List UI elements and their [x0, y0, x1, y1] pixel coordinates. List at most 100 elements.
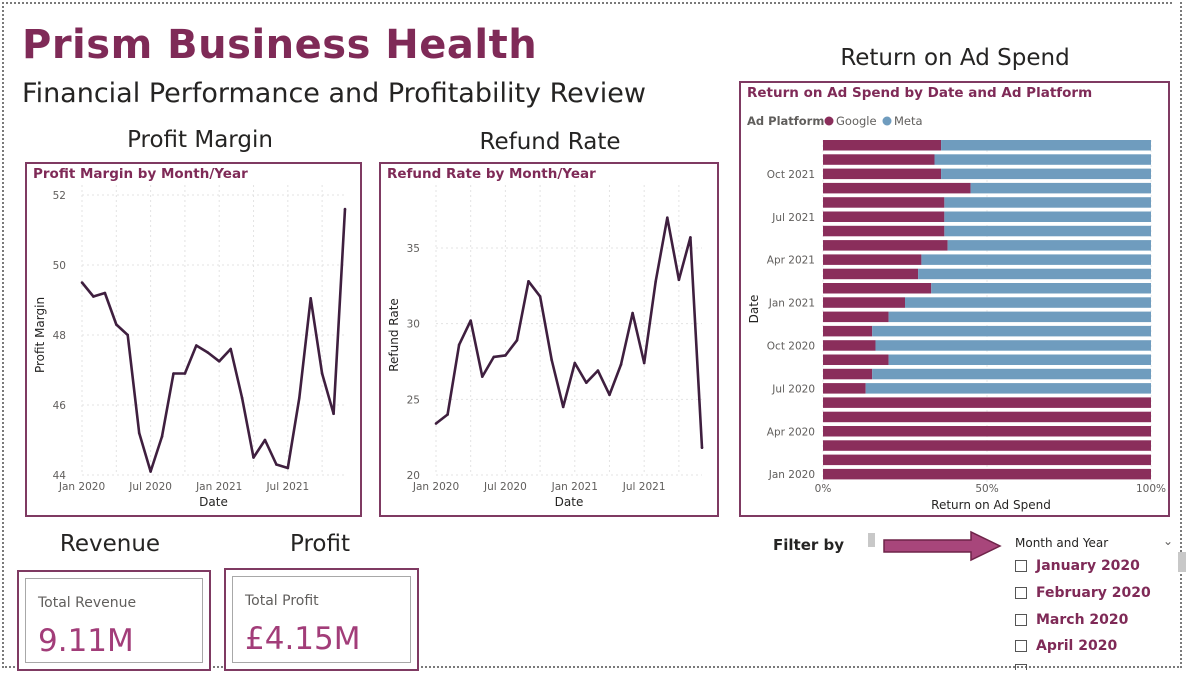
roas-bar-google: [823, 154, 935, 165]
checkbox[interactable]: [1015, 614, 1027, 626]
checkbox[interactable]: [1015, 664, 1027, 670]
pm-data-point: [183, 372, 187, 375]
slicer-item[interactable]: April 2020: [1015, 636, 1117, 656]
rr-data-point: [689, 236, 692, 239]
pm-data-point: [195, 344, 198, 347]
roas-bar-meta: [944, 225, 1151, 237]
slicer-item[interactable]: January 2020: [1015, 556, 1140, 576]
roas-bar-meta: [934, 154, 1151, 165]
profit-margin-chart[interactable]: Profit Margin by Month/Year 44 46 48 50 52 Ja…: [25, 162, 362, 517]
canvas-top-border: [2, 2, 1172, 4]
roas-bar-google: [823, 397, 1151, 408]
roas-bar-google: [823, 311, 889, 323]
revenue-card[interactable]: Total Revenue 9.11M: [17, 570, 211, 671]
roas-bar-google: [823, 383, 866, 394]
rr-series-line: [435, 216, 704, 448]
pm-data-point: [160, 435, 164, 438]
pm-y-axis-label: Profit Margin: [33, 297, 47, 373]
profit-label: Total Profit: [245, 593, 319, 609]
rr-data-point: [469, 319, 472, 322]
rr-data-point: [527, 279, 530, 283]
pm-series-line: [80, 208, 347, 473]
slicer-scrollbar[interactable]: [1178, 552, 1186, 572]
roas-y-axis-label: Date: [747, 295, 761, 324]
page-title: Prism Business Health: [22, 22, 538, 68]
rr-data-point: [608, 393, 611, 397]
filter-scroll-handle[interactable]: [868, 533, 875, 547]
roas-bar-meta: [918, 268, 1151, 280]
refund-rate-chart[interactable]: Refund Rate by Month/Year 20 25 30 35 Jan 20…: [379, 162, 719, 517]
roas-bar-google: [823, 283, 932, 294]
roas-bar-google: [823, 140, 942, 151]
roas-bar-meta: [944, 197, 1151, 208]
roas-plot: Ad Platform Google Meta Oct 2021 Jul 2021 Apr…: [747, 114, 1166, 512]
roas-bar-google: [823, 354, 889, 365]
rr-data-point: [480, 375, 484, 378]
page-subtitle: Financial Performance and Profitability …: [22, 78, 646, 109]
slicer-item[interactable]: February 2020: [1015, 583, 1151, 603]
pm-data-point: [343, 207, 347, 211]
slicer-item-label: January 2020: [1036, 558, 1140, 574]
rr-data-point: [550, 358, 553, 362]
roas-bar-google: [823, 225, 945, 237]
rr-y-tick: 20: [407, 470, 420, 482]
rr-data-point: [642, 361, 646, 365]
pm-data-point: [309, 296, 312, 300]
roas-x-tick: 0%: [815, 483, 832, 495]
roas-bar-google: [823, 168, 942, 180]
roas-chart[interactable]: Return on Ad Spend by Date and Ad Platfo…: [739, 81, 1170, 517]
roas-bar-meta: [944, 211, 1151, 222]
pm-y-tick: 44: [53, 470, 67, 482]
roas-x-axis-label: Return on Ad Spend: [931, 498, 1051, 512]
checkbox[interactable]: [1015, 587, 1027, 599]
profit-margin-heading: Profit Margin: [127, 127, 273, 153]
pm-x-axis-label: Date: [199, 495, 228, 509]
roas-y-tick: Oct 2021: [767, 169, 815, 181]
revenue-label: Total Revenue: [38, 595, 137, 611]
pm-data-point: [332, 412, 335, 416]
roas-heading: Return on Ad Spend: [840, 45, 1070, 71]
profit-card-inner: Total Profit £4.15M: [232, 576, 411, 663]
roas-bar-google: [823, 411, 1151, 423]
checkbox[interactable]: [1015, 640, 1027, 652]
pm-data-point: [103, 291, 107, 295]
slicer-item-label: March 2020: [1036, 612, 1129, 628]
rr-data-point: [538, 295, 542, 298]
profit-card[interactable]: Total Profit £4.15M: [224, 568, 419, 671]
rr-data-point: [457, 343, 461, 347]
roas-bar-meta: [875, 340, 1151, 351]
chevron-down-icon[interactable]: ⌄: [1163, 534, 1174, 548]
pm-x-tick: Jul 2020: [128, 481, 172, 493]
rr-data-point: [492, 355, 496, 359]
pm-data-point: [92, 295, 95, 298]
roas-x-tick: 50%: [975, 483, 998, 495]
rr-data-point: [434, 422, 438, 425]
pm-data-point: [252, 456, 255, 459]
checkbox[interactable]: [1015, 560, 1027, 572]
rr-data-point: [631, 311, 634, 315]
rr-data-point: [446, 413, 449, 416]
pm-data-point: [217, 359, 221, 363]
slicer-item[interactable]: March 2020: [1015, 610, 1128, 630]
pm-y-tick: 50: [53, 260, 66, 272]
roas-bar-meta: [888, 354, 1151, 365]
pm-x-tick: Jul 2021: [265, 481, 309, 493]
pm-data-point: [137, 431, 141, 435]
pm-data-point: [206, 351, 210, 354]
roas-bar-google: [823, 297, 905, 308]
roas-bar-meta: [921, 254, 1151, 265]
roas-bar-google: [823, 182, 971, 194]
roas-bar-google: [823, 240, 948, 251]
roas-bar-meta: [947, 240, 1151, 251]
revenue-card-inner: Total Revenue 9.11M: [25, 578, 203, 663]
arrow-right-icon: [883, 530, 1002, 562]
revenue-value: 9.11M: [38, 623, 134, 659]
pm-data-point: [240, 396, 244, 400]
pm-data-point: [320, 372, 324, 375]
pm-data-point: [263, 438, 267, 442]
refund-rate-chart-title: Refund Rate by Month/Year: [387, 166, 596, 182]
roas-bar-google: [823, 426, 1151, 437]
roas-bar-meta: [941, 140, 1151, 151]
roas-bar-google: [823, 211, 945, 222]
